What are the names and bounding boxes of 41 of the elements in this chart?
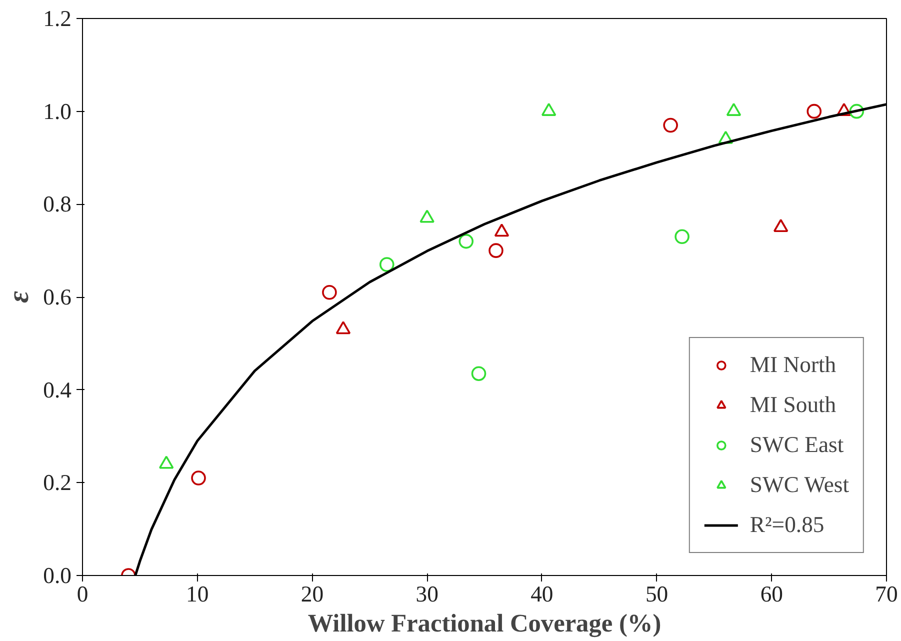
x-axis-title: Willow Fractional Coverage (%) bbox=[308, 610, 662, 638]
point bbox=[849, 104, 864, 119]
x-tick-label: 20 bbox=[300, 582, 324, 606]
legend-label: SWC West bbox=[750, 472, 849, 498]
y-axis-title: ε bbox=[3, 290, 36, 304]
point bbox=[663, 118, 678, 133]
y-tick-label: 0.2 bbox=[43, 470, 72, 496]
y-tick-label: 1.0 bbox=[43, 98, 72, 124]
point bbox=[379, 257, 394, 272]
point bbox=[488, 243, 504, 258]
point bbox=[541, 102, 556, 116]
point bbox=[158, 456, 174, 469]
x-tick-label: 10 bbox=[186, 582, 209, 606]
point bbox=[806, 104, 822, 119]
point bbox=[494, 224, 510, 237]
y-tick-label: 0.4 bbox=[43, 377, 72, 402]
point bbox=[773, 218, 788, 232]
x-tick-label: 60 bbox=[760, 582, 783, 606]
point bbox=[322, 284, 337, 300]
point bbox=[726, 102, 742, 116]
point bbox=[458, 234, 474, 249]
x-tick-label: 70 bbox=[875, 582, 898, 606]
point bbox=[718, 130, 734, 144]
legend-label: SWC East bbox=[750, 432, 844, 458]
x-tick-label: 0 bbox=[76, 582, 88, 606]
y-tick-label: 0.6 bbox=[43, 284, 72, 310]
point bbox=[836, 102, 852, 116]
y-tick-label: 1.2 bbox=[43, 6, 72, 31]
point bbox=[674, 229, 690, 244]
x-tick-label: 40 bbox=[530, 582, 554, 606]
point bbox=[420, 210, 434, 223]
legend-label: R²=0.85 bbox=[750, 512, 824, 538]
legend-label: MI North bbox=[750, 352, 836, 378]
y-tick-label: 0.0 bbox=[43, 563, 72, 588]
legend-label: MI South bbox=[750, 392, 836, 418]
y-tick-label: 0.8 bbox=[43, 192, 72, 217]
point bbox=[336, 321, 351, 334]
point bbox=[471, 366, 486, 381]
x-tick-label: 30 bbox=[416, 582, 438, 606]
x-tick-label: 50 bbox=[645, 582, 668, 606]
point bbox=[191, 470, 206, 486]
